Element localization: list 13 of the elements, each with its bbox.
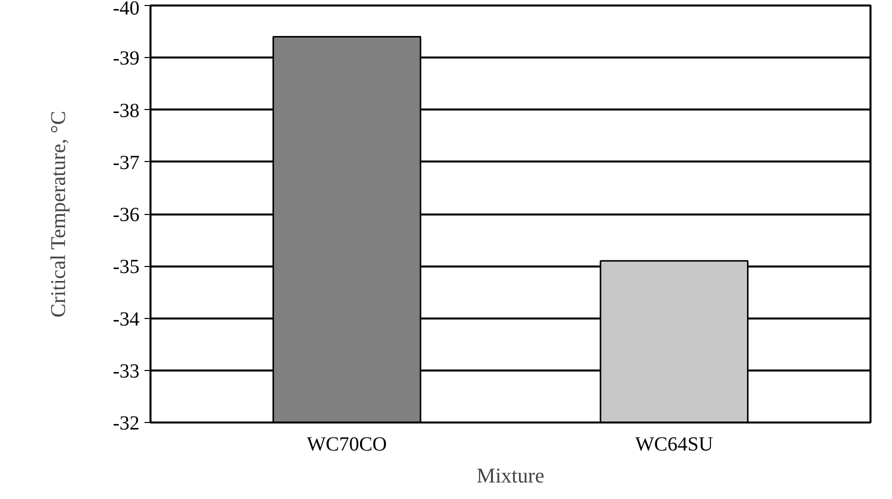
y-tick-label: -32 [112, 412, 140, 434]
y-tick-label: -38 [112, 100, 140, 122]
y-axis-title: Critical Temperature, °C [46, 110, 70, 318]
y-tick-label: -33 [112, 360, 140, 382]
y-tick-label: -36 [112, 204, 140, 226]
y-tick-label: -37 [112, 152, 140, 174]
x-tick-label: WC70CO [306, 434, 387, 456]
y-tick-label: -39 [112, 48, 140, 70]
y-tick-label: -34 [112, 308, 140, 330]
y-tick-label: -35 [112, 256, 140, 278]
y-tick-label: -40 [112, 0, 140, 20]
x-axis-title: Mixture [476, 464, 544, 488]
x-tick-label: WC64SU [635, 434, 714, 456]
